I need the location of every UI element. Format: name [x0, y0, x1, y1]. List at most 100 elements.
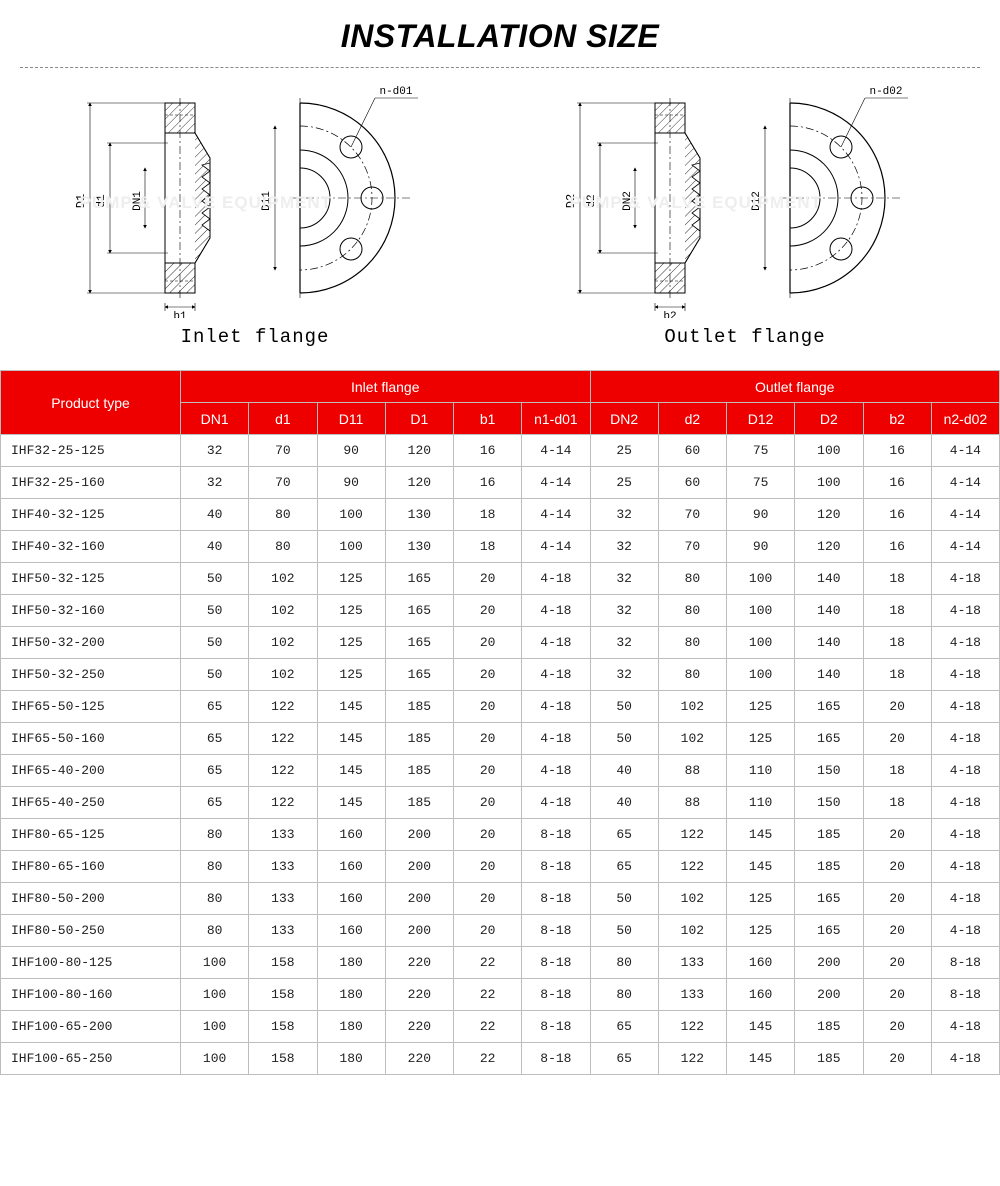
data-cell: 50 — [590, 883, 658, 915]
data-cell: 125 — [727, 915, 795, 947]
th-col: d1 — [249, 403, 317, 435]
data-cell: 4-18 — [931, 595, 999, 627]
data-cell: 80 — [658, 659, 726, 691]
data-cell: 140 — [795, 627, 863, 659]
data-cell: 150 — [795, 755, 863, 787]
data-cell: 200 — [385, 851, 453, 883]
th-inlet-group: Inlet flange — [181, 371, 591, 403]
data-cell: 4-18 — [931, 755, 999, 787]
data-cell: 102 — [658, 883, 726, 915]
data-cell: 25 — [590, 435, 658, 467]
data-cell: 100 — [727, 659, 795, 691]
product-cell: IHF80-50-250 — [1, 915, 181, 947]
data-cell: 4-18 — [522, 563, 590, 595]
inlet-flange-svg: b1 D1 d1 DN1 — [40, 83, 470, 318]
data-cell: 100 — [317, 499, 385, 531]
data-cell: 145 — [317, 755, 385, 787]
table-row: IHF40-32-1604080100130184-14327090120164… — [1, 531, 1000, 563]
data-cell: 8-18 — [522, 1011, 590, 1043]
data-cell: 4-18 — [931, 915, 999, 947]
D12-label: D12 — [751, 191, 763, 211]
data-cell: 22 — [454, 947, 522, 979]
data-cell: 110 — [727, 755, 795, 787]
data-cell: 32 — [590, 627, 658, 659]
data-cell: 180 — [317, 1043, 385, 1075]
data-cell: 80 — [658, 627, 726, 659]
data-cell: 185 — [795, 851, 863, 883]
data-cell: 133 — [658, 947, 726, 979]
data-cell: 70 — [249, 435, 317, 467]
data-cell: 20 — [863, 947, 931, 979]
data-cell: 4-18 — [522, 691, 590, 723]
table-row: IHF40-32-1254080100130184-14327090120164… — [1, 499, 1000, 531]
th-col: n2-d02 — [931, 403, 999, 435]
product-cell: IHF80-65-125 — [1, 819, 181, 851]
table-row: IHF32-25-125327090120164-14256075100164-… — [1, 435, 1000, 467]
data-cell: 4-18 — [931, 851, 999, 883]
data-cell: 60 — [658, 435, 726, 467]
data-cell: 8-18 — [522, 915, 590, 947]
product-cell: IHF50-32-250 — [1, 659, 181, 691]
th-col: b1 — [454, 403, 522, 435]
data-cell: 40 — [590, 787, 658, 819]
table-row: IHF100-65-200100158180220228-18651221451… — [1, 1011, 1000, 1043]
data-cell: 8-18 — [522, 851, 590, 883]
data-cell: 20 — [863, 1043, 931, 1075]
data-cell: 102 — [249, 563, 317, 595]
data-cell: 4-18 — [522, 787, 590, 819]
data-cell: 130 — [385, 499, 453, 531]
data-cell: 4-18 — [931, 723, 999, 755]
data-cell: 165 — [385, 595, 453, 627]
data-cell: 122 — [249, 787, 317, 819]
data-cell: 4-18 — [931, 883, 999, 915]
data-cell: 125 — [727, 723, 795, 755]
product-cell: IHF80-65-160 — [1, 851, 181, 883]
data-cell: 140 — [795, 563, 863, 595]
data-cell: 130 — [385, 531, 453, 563]
data-cell: 80 — [249, 531, 317, 563]
data-cell: 22 — [454, 1043, 522, 1075]
data-cell: 4-14 — [931, 467, 999, 499]
spec-table-wrap: Product type Inlet flange Outlet flange … — [0, 370, 1000, 1075]
data-cell: 50 — [590, 723, 658, 755]
data-cell: 102 — [249, 659, 317, 691]
data-cell: 90 — [317, 467, 385, 499]
data-cell: 185 — [385, 691, 453, 723]
data-cell: 18 — [863, 595, 931, 627]
data-cell: 4-18 — [931, 1043, 999, 1075]
data-cell: 165 — [385, 659, 453, 691]
data-cell: 16 — [454, 435, 522, 467]
data-cell: 133 — [249, 851, 317, 883]
table-row: IHF100-65-250100158180220228-18651221451… — [1, 1043, 1000, 1075]
data-cell: 158 — [249, 1011, 317, 1043]
data-cell: 18 — [454, 531, 522, 563]
data-cell: 80 — [658, 563, 726, 595]
data-cell: 8-18 — [522, 947, 590, 979]
data-cell: 8-18 — [931, 947, 999, 979]
table-row: IHF50-32-20050102125165204-1832801001401… — [1, 627, 1000, 659]
data-cell: 200 — [385, 915, 453, 947]
data-cell: 88 — [658, 755, 726, 787]
data-cell: 65 — [181, 787, 249, 819]
data-cell: 100 — [317, 531, 385, 563]
DN2-label: DN2 — [622, 191, 634, 211]
data-cell: 40 — [181, 499, 249, 531]
data-cell: 20 — [863, 915, 931, 947]
table-row: IHF100-80-160100158180220228-18801331602… — [1, 979, 1000, 1011]
data-cell: 4-18 — [522, 659, 590, 691]
data-cell: 16 — [863, 467, 931, 499]
diagrams-row: PUMP & VALVE EQUIPMENT — [0, 78, 1000, 370]
data-cell: 20 — [454, 659, 522, 691]
th-col: D1 — [385, 403, 453, 435]
data-cell: 4-18 — [931, 787, 999, 819]
data-cell: 165 — [795, 915, 863, 947]
product-cell: IHF65-40-200 — [1, 755, 181, 787]
data-cell: 125 — [727, 883, 795, 915]
data-cell: 4-14 — [931, 531, 999, 563]
data-cell: 20 — [454, 883, 522, 915]
nd02-label: n-d02 — [869, 86, 902, 98]
data-cell: 165 — [795, 883, 863, 915]
data-cell: 185 — [385, 755, 453, 787]
d1-label: d1 — [96, 194, 108, 208]
table-row: IHF80-50-25080133160200208-1850102125165… — [1, 915, 1000, 947]
